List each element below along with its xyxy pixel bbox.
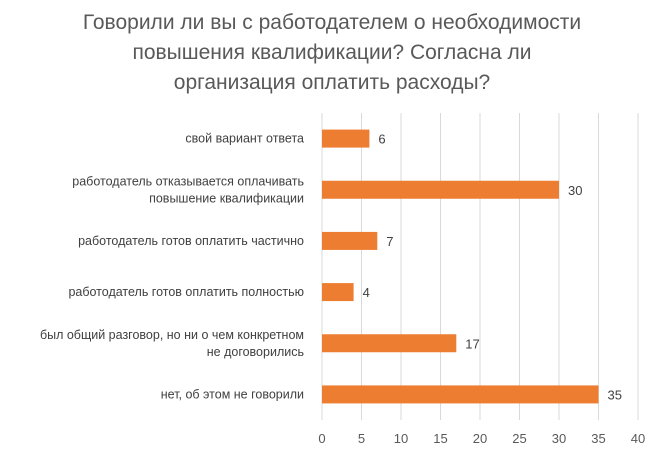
x-tick-label: 35: [591, 431, 605, 446]
x-tick-label: 25: [512, 431, 526, 446]
chart-title-line-1: Говорили ли вы с работодателем о необход…: [82, 11, 582, 34]
category-label: работодатель отказывается оплачивать повы…: [72, 174, 304, 205]
x-tick-label: 20: [473, 431, 487, 446]
chart-title-line-3: организация оплатить расходы?: [173, 71, 491, 94]
data-label: 4: [363, 285, 370, 300]
category-label: свой вариант ответа: [185, 132, 304, 146]
x-tick-label: 40: [631, 431, 645, 446]
x-tick-label: 0: [318, 431, 325, 446]
x-tick-label: 10: [394, 431, 408, 446]
category-label: был общий разговор, но ни о чем конкретн…: [40, 328, 304, 359]
category-label: нет, об этом не говорили: [161, 387, 304, 401]
bar: [322, 129, 370, 148]
bar: [322, 385, 599, 404]
data-label: 35: [608, 387, 622, 402]
data-label: 17: [465, 336, 479, 351]
bar: [322, 180, 559, 199]
chart-title-line-2: повышения квалификации? Согласна ли: [132, 41, 532, 64]
x-tick-label: 5: [358, 431, 365, 446]
x-tick-label: 15: [433, 431, 447, 446]
bar: [322, 283, 354, 302]
x-tick-label: 30: [552, 431, 566, 446]
bar: [322, 231, 378, 250]
data-label: 6: [378, 132, 385, 147]
data-label: 7: [386, 234, 393, 249]
bar: [322, 334, 457, 353]
data-label: 30: [568, 183, 582, 198]
category-label: работодатель готов оплатить частично: [78, 234, 304, 248]
category-label: работодатель готов оплатить полностью: [68, 285, 304, 299]
